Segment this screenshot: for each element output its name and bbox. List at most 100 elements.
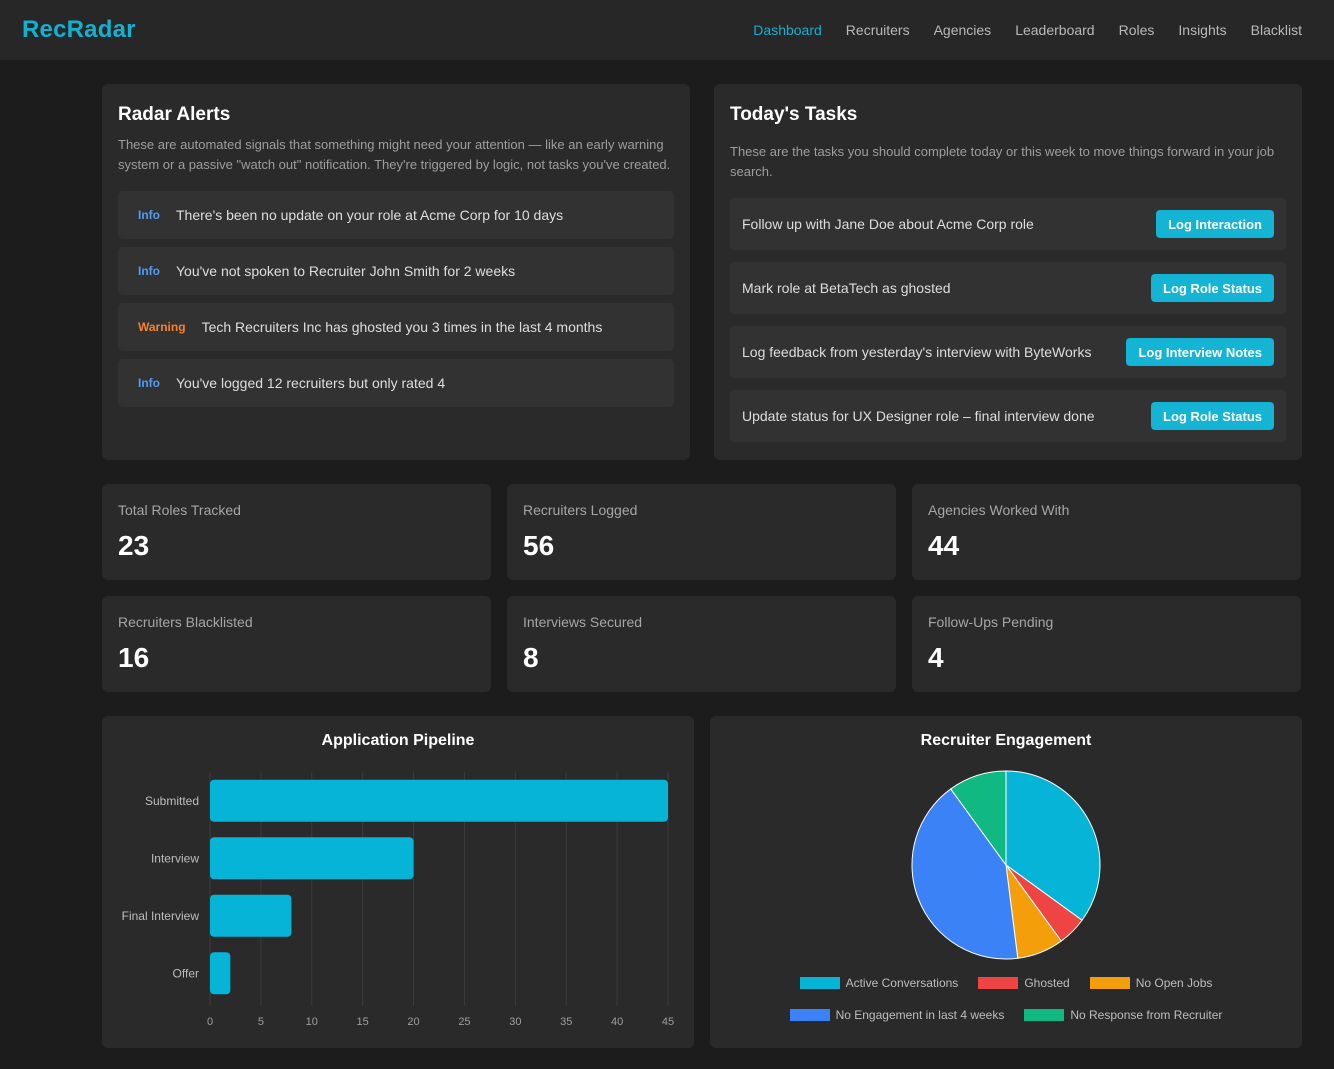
y-tick-label: Offer [173,966,199,980]
legend-swatch [1089,977,1130,989]
legend-label: No Response from Recruiter [1070,1008,1223,1022]
stat-label: Interviews Secured [523,614,643,630]
stat-value: 4 [928,642,944,673]
todays-tasks-description: These are the tasks you should complete … [730,144,1275,179]
legend-item[interactable]: Ghosted [978,976,1070,990]
nav-dashboard[interactable]: Dashboard [753,22,822,38]
legend-item[interactable]: No Open Jobs [1089,976,1213,990]
task-item: Follow up with Jane Doe about Acme Corp … [730,198,1286,250]
todays-tasks-title: Today's Tasks [730,104,858,125]
x-tick-label: 25 [458,1016,470,1028]
nav-roles[interactable]: Roles [1118,22,1155,38]
bar[interactable] [210,779,668,822]
x-tick-label: 35 [560,1016,572,1028]
alert-level-badge: Info [138,208,160,222]
stat-card-blacklisted: Recruiters Blacklisted 16 [102,596,491,692]
task-text: Update status for UX Designer role – fin… [742,408,1095,424]
pie-slice[interactable] [1005,770,1101,921]
y-tick-label: Final Interview [122,909,200,923]
bar-chart: 0 5 10 15 20 25 30 35 40 45 Submitted Interview Fina… [122,772,674,1028]
pie-slice[interactable] [911,788,1019,960]
alert-text: You've logged 12 recruiters but only rat… [176,375,446,391]
x-tick-label: 0 [207,1016,213,1028]
x-tick-label: 5 [258,1016,264,1028]
stat-value: 56 [523,530,555,561]
stat-label: Total Roles Tracked [118,502,241,518]
stat-card-interviews: Interviews Secured 8 [507,596,896,692]
legend-item[interactable]: No Response from Recruiter [1024,1008,1222,1022]
x-tick-label: 10 [306,1016,318,1028]
log-interview-notes-button[interactable]: Log Interview Notes [1126,338,1274,366]
stat-label: Recruiters Logged [523,502,638,518]
alert-text: There's been no update on your role at A… [176,207,564,223]
x-tick-label: 30 [509,1016,521,1028]
task-item: Mark role at BetaTech as ghosted Log Rol… [730,262,1286,314]
pie-slice[interactable] [950,770,1007,867]
nav-leaderboard[interactable]: Leaderboard [1015,22,1095,38]
alert-item: Info You've logged 12 recruiters but onl… [118,359,674,407]
alert-level-badge: Info [138,264,160,278]
x-tick-label: 40 [611,1016,623,1028]
legend-swatch [799,977,840,989]
stat-label: Agencies Worked With [928,502,1070,518]
legend-item[interactable]: No Engagement in last 4 weeks [789,1008,1005,1022]
alert-level-badge: Warning [138,320,186,334]
task-text: Log feedback from yesterday's interview … [742,344,1092,360]
alert-text: Tech Recruiters Inc has ghosted you 3 ti… [201,319,603,335]
stat-label: Recruiters Blacklisted [118,614,253,630]
chart-legend: No Engagement in last 4 weeks No Respons… [710,1008,1302,1022]
legend-swatch [1024,1009,1065,1021]
stat-value: 16 [118,642,150,673]
stat-value: 23 [118,530,150,561]
log-role-status-button[interactable]: Log Role Status [1151,274,1274,302]
alert-item: Warning Tech Recruiters Inc has ghosted … [118,303,674,351]
legend-label: Ghosted [1024,976,1070,990]
stat-card-total-roles: Total Roles Tracked 23 [102,484,491,580]
brand-logo[interactable]: RecRadar [22,16,136,43]
chart-legend: Active Conversations Ghosted No Open Job… [710,976,1302,990]
task-text: Mark role at BetaTech as ghosted [742,280,951,296]
application-pipeline-card: Application Pipeline 0 5 10 15 20 25 30 35 40 45 S… [102,716,694,1048]
stat-value: 44 [928,530,960,561]
stat-label: Follow-Ups Pending [928,614,1054,630]
todays-tasks-card: Today's Tasks These are the tasks you sh… [714,84,1302,460]
chart-title: Recruiter Engagement [920,732,1092,749]
stat-card-recruiters-logged: Recruiters Logged 56 [507,484,896,580]
nav-recruiters[interactable]: Recruiters [845,22,910,38]
legend-label: Active Conversations [845,976,959,990]
stat-card-agencies: Agencies Worked With 44 [912,484,1301,580]
radar-alerts-card: Radar Alerts These are automated signals… [102,84,690,460]
pie-chart [911,770,1101,960]
alert-item: Info There's been no update on your role… [118,191,674,239]
alert-item: Info You've not spoken to Recruiter John… [118,247,674,295]
top-navbar: RecRadar Dashboard Recruiters Agencies L… [0,0,1334,60]
bar[interactable] [210,952,231,995]
recruiter-engagement-card: Recruiter Engagement Active Conversation… [710,716,1302,1048]
nav-agencies[interactable]: Agencies [933,22,992,38]
chart-title: Application Pipeline [321,732,475,749]
stat-card-follow-ups: Follow-Ups Pending 4 [912,596,1301,692]
bar[interactable] [210,837,414,880]
log-role-status-button[interactable]: Log Role Status [1151,402,1274,430]
legend-label: No Engagement in last 4 weeks [835,1008,1005,1022]
radar-alerts-title: Radar Alerts [118,104,231,125]
task-item: Update status for UX Designer role – fin… [730,390,1286,442]
legend-item[interactable]: Active Conversations [799,976,959,990]
log-interaction-button[interactable]: Log Interaction [1156,210,1274,238]
nav-insights[interactable]: Insights [1178,22,1227,38]
task-text: Follow up with Jane Doe about Acme Corp … [742,216,1034,232]
legend-swatch [789,1009,830,1021]
x-tick-label: 20 [407,1016,419,1028]
alert-text: You've not spoken to Recruiter John Smit… [176,263,516,279]
bar[interactable] [210,894,292,937]
main-nav: Dashboard Recruiters Agencies Leaderboar… [753,22,1302,38]
y-tick-label: Submitted [145,794,199,808]
legend-label: No Open Jobs [1135,976,1213,990]
nav-blacklist[interactable]: Blacklist [1250,22,1302,38]
legend-swatch [978,977,1019,989]
x-tick-label: 45 [662,1016,674,1028]
task-item: Log feedback from yesterday's interview … [730,326,1286,378]
y-tick-label: Interview [151,851,199,865]
x-tick-label: 15 [357,1016,369,1028]
stat-value: 8 [523,642,539,673]
